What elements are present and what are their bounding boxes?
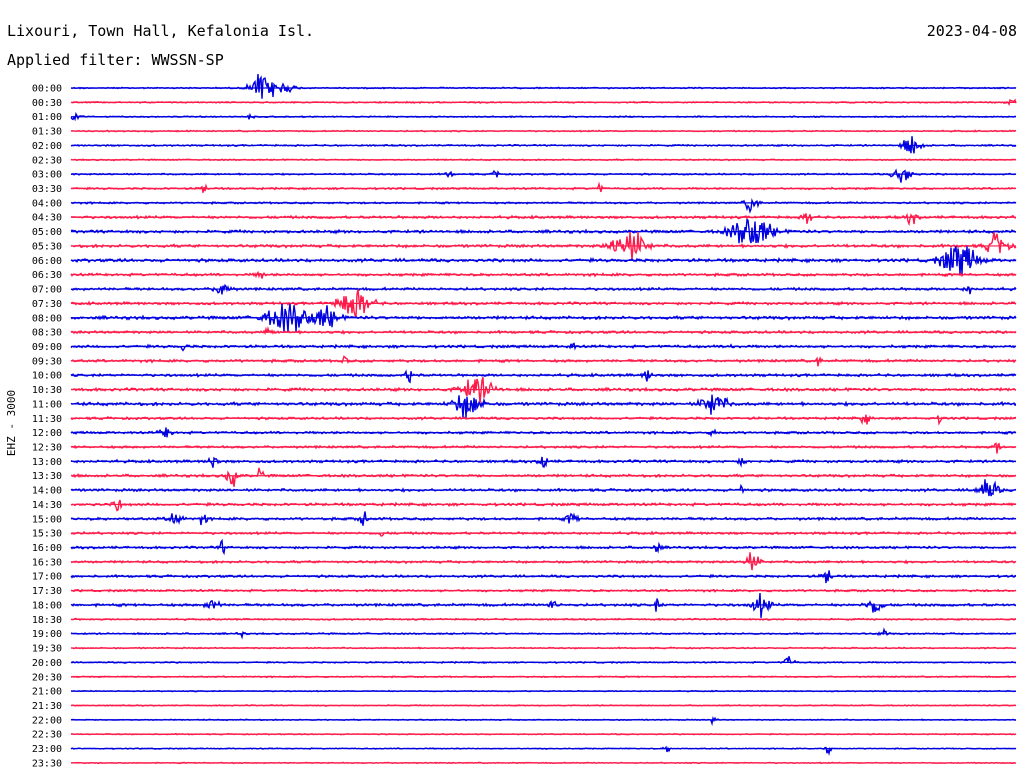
time-label: 20:30: [32, 672, 62, 683]
trace-line: [70, 479, 1017, 497]
time-label: 23:00: [32, 744, 62, 755]
trace-line: [70, 552, 1017, 571]
time-label: 13:30: [32, 471, 62, 482]
trace-line: [70, 283, 1017, 295]
time-label: 05:30: [32, 241, 62, 252]
time-label: 17:00: [32, 572, 62, 583]
time-label: 21:30: [32, 701, 62, 712]
time-label: 10:30: [32, 385, 62, 396]
time-label: 15:30: [32, 529, 62, 540]
time-label: 21:00: [32, 687, 62, 698]
time-label: 06:00: [32, 256, 62, 267]
trace-line: [70, 414, 1017, 426]
trace-line: [70, 168, 1017, 183]
trace-group: [70, 73, 1017, 765]
time-label: 02:30: [32, 155, 62, 166]
time-label: 00:30: [32, 98, 62, 109]
time-label: 09:00: [32, 342, 62, 353]
trace-line: [70, 198, 1017, 214]
time-label: 18:30: [32, 615, 62, 626]
time-label: 15:00: [32, 514, 62, 525]
time-label: 03:30: [32, 184, 62, 195]
time-label: 08:30: [32, 328, 62, 339]
time-label: 19:00: [32, 629, 62, 640]
time-label: 16:30: [32, 557, 62, 568]
trace-line: [70, 369, 1017, 384]
time-label: 23:30: [32, 758, 62, 769]
trace-line: [70, 442, 1017, 454]
time-label: 14:00: [32, 486, 62, 497]
trace-line: [70, 326, 1017, 335]
time-label: 20:00: [32, 658, 62, 669]
time-label: 12:30: [32, 443, 62, 454]
station-title: Lixouri, Town Hall, Kefalonia Isl.: [7, 22, 315, 40]
time-label: 16:00: [32, 543, 62, 554]
trace-line: [70, 212, 1017, 227]
time-label: 05:00: [32, 227, 62, 238]
filter-label: Applied filter: WWSSN-SP: [7, 51, 224, 69]
trace-line: [70, 394, 1017, 418]
trace-line: [70, 136, 1017, 154]
trace-line: [70, 73, 1017, 99]
time-label: 07:30: [32, 299, 62, 310]
trace-line: [70, 538, 1017, 556]
time-label: 18:00: [32, 600, 62, 611]
time-label: 14:30: [32, 500, 62, 511]
time-label: 22:00: [32, 715, 62, 726]
time-label: 01:30: [32, 127, 62, 138]
time-label: 13:00: [32, 457, 62, 468]
trace-line: [70, 270, 1017, 279]
time-label: 11:00: [32, 399, 62, 410]
trace-line: [70, 716, 1017, 727]
time-label: 03:00: [32, 170, 62, 181]
trace-line: [70, 467, 1017, 487]
time-label: 01:00: [32, 112, 62, 123]
time-label: 07:00: [32, 285, 62, 296]
time-label: 00:00: [32, 84, 62, 95]
time-label: 09:30: [32, 356, 62, 367]
time-label: 10:00: [32, 371, 62, 382]
time-label: 04:00: [32, 198, 62, 209]
time-label: 06:30: [32, 270, 62, 281]
time-label: 17:30: [32, 586, 62, 597]
trace-line: [71, 376, 1017, 404]
record-date: 2023-04-08: [926, 22, 1017, 40]
time-label: 02:00: [32, 141, 62, 152]
time-label-group: 00:00 00:30 01:00 01:30 02:00 02:30 03:00 03:30…: [32, 84, 62, 770]
time-label: 04:30: [32, 213, 62, 224]
time-label: 19:30: [32, 644, 62, 655]
time-label: 11:30: [32, 414, 62, 425]
time-label: 12:00: [32, 428, 62, 439]
channel-label: EHZ - 3000: [5, 390, 18, 456]
trace-line: [70, 499, 1017, 512]
trace-line: [70, 456, 1017, 469]
trace-line: [70, 530, 1017, 537]
time-label: 22:30: [32, 730, 62, 741]
time-label: 08:00: [32, 313, 62, 324]
